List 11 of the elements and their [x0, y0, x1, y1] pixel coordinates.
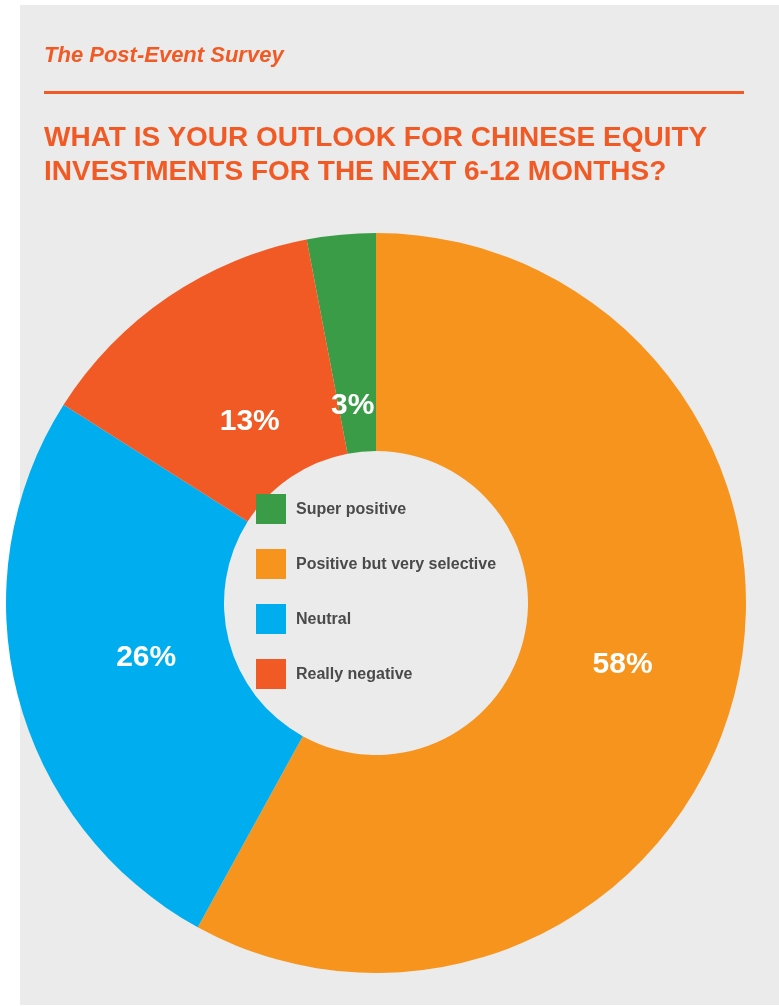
- chart-title: WHAT IS YOUR OUTLOOK FOR CHINESE EQUITY INVESTMENTS FOR THE NEXT 6-12 MONTHS?: [44, 120, 708, 188]
- data-label: 58%: [592, 646, 653, 680]
- data-label: 13%: [219, 403, 280, 437]
- legend-label: Positive but very selective: [296, 555, 497, 573]
- legend-label: Super positive: [296, 500, 407, 518]
- chart-subtitle: The Post-Event Survey: [44, 42, 284, 68]
- legend-label: Neutral: [296, 610, 352, 628]
- donut-slice: [197, 233, 746, 973]
- data-label: 26%: [116, 639, 177, 673]
- donut-slice: [306, 233, 376, 454]
- legend-label: Really negative: [296, 665, 413, 683]
